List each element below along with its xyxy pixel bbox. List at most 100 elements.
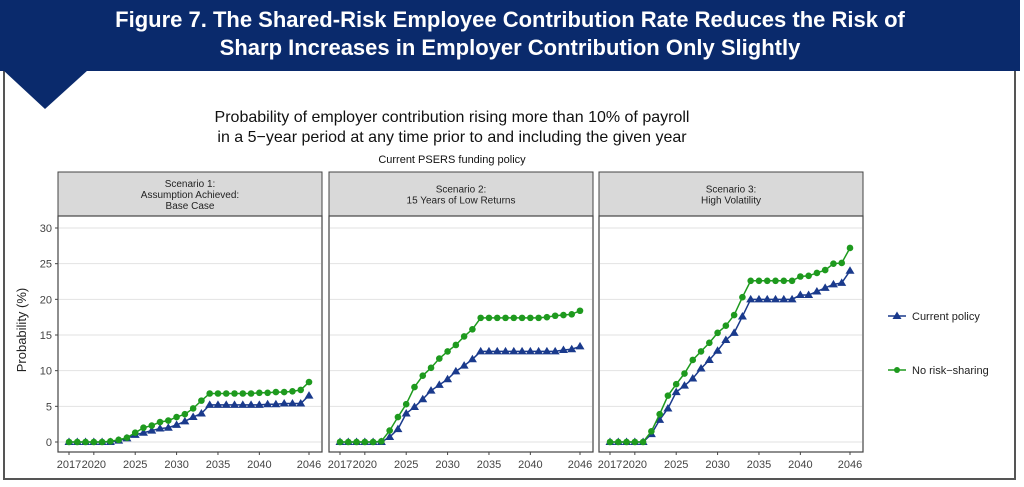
data-point-no-risk-sharing (305, 378, 313, 386)
y-axis-label: Probability (%) (14, 288, 29, 373)
data-point-current-policy (254, 400, 264, 408)
data-point-current-policy (771, 294, 781, 303)
data-point-no-risk-sharing (336, 438, 344, 446)
data-point-current-policy (558, 345, 568, 353)
data-point-no-risk-sharing (214, 390, 222, 397)
data-point-no-risk-sharing (297, 386, 305, 394)
data-point-no-risk-sharing (165, 417, 172, 424)
data-point-current-policy (434, 380, 444, 388)
data-point-current-policy (443, 374, 453, 383)
panel-strip-label: Base Case (166, 201, 215, 212)
data-point-current-policy (409, 402, 419, 411)
data-point-current-policy (451, 366, 461, 375)
data-point-current-policy (163, 423, 173, 431)
data-point-no-risk-sharing (272, 388, 280, 396)
x-tick-label: 2025 (123, 459, 147, 471)
data-point-no-risk-sharing (648, 428, 655, 435)
data-point-current-policy (385, 432, 395, 441)
data-point-no-risk-sharing (189, 405, 197, 412)
data-point-no-risk-sharing (485, 314, 493, 322)
x-tick-label: 2040 (788, 459, 812, 471)
data-point-no-risk-sharing (289, 388, 296, 395)
data-point-no-risk-sharing (689, 356, 697, 364)
data-point-no-risk-sharing (568, 311, 576, 318)
data-point-no-risk-sharing (460, 333, 468, 340)
data-point-no-risk-sharing (369, 438, 377, 446)
data-point-current-policy (837, 278, 847, 286)
data-point-no-risk-sharing (805, 272, 812, 280)
data-point-current-policy (296, 398, 306, 407)
panel-3: Scenario 3:High Volatility 2017 2020 2025 20… (598, 171, 864, 471)
data-point-current-policy (246, 400, 256, 408)
panel-strip (57, 171, 323, 217)
data-point-current-policy (828, 279, 838, 288)
y-tick-label: 15 (40, 330, 52, 342)
x-tick-label: 2035 (477, 459, 501, 471)
data-point-current-policy (729, 328, 739, 336)
x-tick-label: 2030 (435, 459, 459, 471)
data-point-current-policy (550, 346, 560, 355)
data-point-no-risk-sharing (181, 410, 189, 418)
legend-current-policy: Current policy (912, 311, 980, 323)
data-point-current-policy (655, 415, 665, 423)
panel-plot-area (328, 215, 594, 453)
data-point-current-policy (820, 283, 830, 291)
x-tick-label: 2017 (57, 459, 81, 471)
panel-strip-label: Scenario 3: (706, 185, 757, 196)
figure-title-line1: Figure 7. The Shared-Risk Employee Contr… (115, 7, 905, 32)
figure-frame (3, 60, 1016, 480)
data-point-no-risk-sharing (361, 438, 369, 446)
y-tick-label: 20 (40, 294, 52, 306)
data-point-no-risk-sharing (280, 388, 288, 396)
data-point-no-risk-sharing (697, 348, 705, 355)
data-point-no-risk-sharing (502, 314, 509, 322)
data-point-current-policy (787, 294, 797, 303)
data-point-no-risk-sharing (780, 277, 788, 285)
data-point-current-policy (509, 346, 519, 355)
data-point-no-risk-sharing (107, 437, 114, 445)
data-point-no-risk-sharing (614, 438, 622, 446)
data-point-no-risk-sharing (427, 364, 435, 372)
data-point-no-risk-sharing (115, 436, 122, 444)
data-point-current-policy (671, 387, 681, 396)
data-point-current-policy (263, 399, 273, 408)
data-point-no-risk-sharing (386, 427, 393, 434)
data-point-no-risk-sharing (444, 348, 451, 355)
data-point-no-risk-sharing (222, 390, 230, 397)
data-point-no-risk-sharing (173, 413, 180, 421)
data-point-no-risk-sharing (813, 269, 821, 277)
figure-banner: Figure 7. The Shared-Risk Employee Contr… (0, 0, 1020, 71)
data-point-current-policy (221, 400, 231, 408)
data-point-no-risk-sharing (148, 422, 156, 429)
data-point-current-policy (172, 420, 182, 428)
data-point-no-risk-sharing (631, 438, 639, 446)
data-point-no-risk-sharing (672, 380, 680, 388)
data-point-current-policy (754, 294, 764, 303)
data-point-no-risk-sharing (606, 438, 614, 446)
data-point-current-policy (476, 346, 486, 355)
x-tick-label: 2025 (664, 459, 688, 471)
x-tick-label: 2020 (623, 459, 647, 471)
data-point-current-policy (663, 403, 673, 412)
data-point-no-risk-sharing (264, 389, 271, 397)
data-point-no-risk-sharing (639, 438, 647, 446)
panel-strip-label: High Volatility (701, 196, 761, 207)
chart-subtitle: Current PSERS funding policy (378, 154, 526, 166)
data-point-no-risk-sharing (436, 355, 443, 362)
data-point-current-policy (679, 381, 689, 389)
legend-no-risk-sharing: No risk−sharing (912, 365, 989, 377)
data-point-no-risk-sharing (82, 438, 89, 446)
y-tick-label: 5 (46, 401, 52, 413)
y-tick-label: 25 (40, 259, 52, 271)
data-point-no-risk-sharing (353, 438, 360, 446)
data-point-current-policy (304, 391, 314, 399)
data-point-no-risk-sharing (123, 434, 131, 442)
data-point-current-policy (230, 400, 240, 408)
data-point-no-risk-sharing (656, 410, 663, 418)
data-point-no-risk-sharing (664, 392, 672, 399)
data-point-current-policy (713, 346, 723, 354)
panel-1: Scenario 1:Assumption Achieved:Base Case… (40, 171, 323, 471)
data-point-current-policy (238, 400, 248, 408)
data-point-no-risk-sharing (477, 314, 484, 322)
data-point-no-risk-sharing (846, 244, 854, 252)
